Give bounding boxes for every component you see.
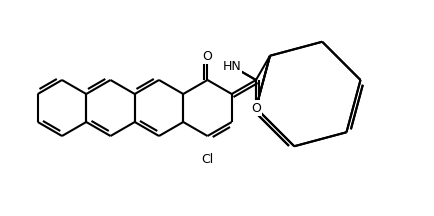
Text: HN: HN (222, 59, 241, 73)
Text: O: O (203, 50, 212, 63)
Text: O: O (251, 102, 261, 114)
Text: Cl: Cl (201, 153, 214, 166)
